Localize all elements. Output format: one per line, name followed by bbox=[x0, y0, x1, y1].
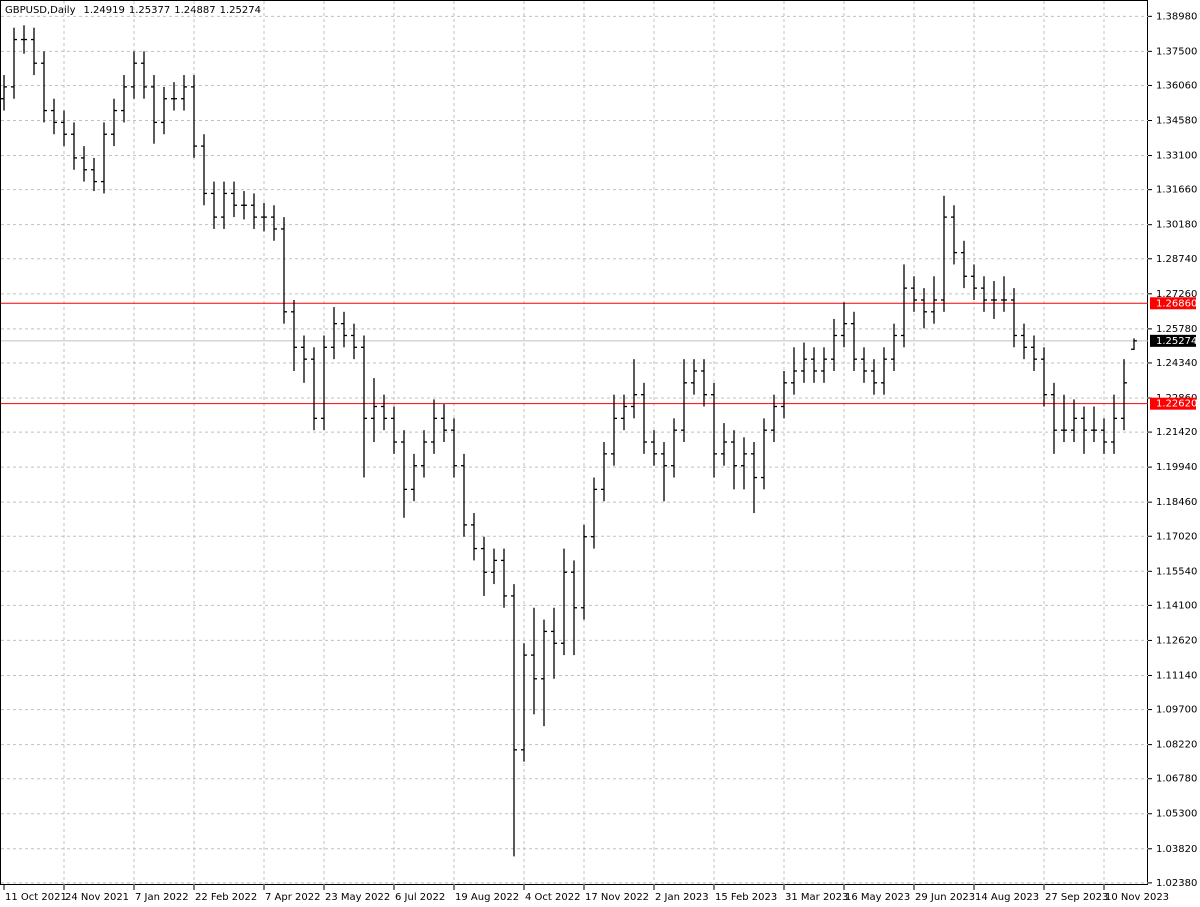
y-tick-label: 1.34580 bbox=[1156, 116, 1197, 127]
y-tick-label: 1.06780 bbox=[1156, 774, 1197, 785]
x-tick-label: 29 Jun 2023 bbox=[915, 892, 975, 903]
x-tick-label: 4 Oct 2022 bbox=[525, 892, 580, 903]
y-tick-label: 1.24340 bbox=[1156, 358, 1197, 369]
x-tick-label: 17 Nov 2022 bbox=[585, 892, 649, 903]
chart-title: GBPUSD,Daily bbox=[5, 5, 76, 16]
x-tick-label: 15 Feb 2023 bbox=[715, 892, 777, 903]
x-tick-label: 14 Aug 2023 bbox=[975, 892, 1039, 903]
x-tick-label: 10 Nov 2023 bbox=[1105, 892, 1169, 903]
x-tick-label: 7 Apr 2022 bbox=[265, 892, 320, 903]
y-tick-label: 1.05300 bbox=[1156, 809, 1197, 820]
last-price-label: 1.25274 bbox=[1156, 336, 1197, 347]
plot-frame bbox=[0, 0, 1148, 885]
x-tick-label: 27 Sep 2023 bbox=[1045, 892, 1108, 903]
y-tick-label: 1.03820 bbox=[1156, 844, 1197, 855]
chart-header: GBPUSD,Daily 1.24919 1.25377 1.24887 1.25274 bbox=[5, 5, 261, 16]
last-open: 1.24919 bbox=[84, 5, 125, 16]
x-tick-label: 19 Aug 2022 bbox=[455, 892, 519, 903]
y-tick-label: 1.18460 bbox=[1156, 497, 1197, 508]
y-tick-label: 1.02380 bbox=[1156, 878, 1197, 889]
y-tick-label: 1.27260 bbox=[1156, 289, 1197, 300]
y-tick-label: 1.17020 bbox=[1156, 531, 1197, 542]
level-label: 1.26860 bbox=[1156, 298, 1197, 309]
level-label-box bbox=[1150, 297, 1196, 310]
last-price-box bbox=[1150, 334, 1196, 347]
y-tick-label: 1.12620 bbox=[1156, 635, 1197, 646]
last-high: 1.25377 bbox=[129, 5, 170, 16]
y-tick-label: 1.38980 bbox=[1156, 11, 1197, 22]
level-label-box bbox=[1150, 397, 1196, 410]
y-tick-label: 1.21420 bbox=[1156, 427, 1197, 438]
y-tick-label: 1.08220 bbox=[1156, 740, 1197, 751]
y-tick-label: 1.28740 bbox=[1156, 254, 1197, 265]
level-label: 1.22620 bbox=[1156, 399, 1197, 410]
x-tick-label: 6 Jul 2022 bbox=[395, 892, 445, 903]
y-tick-label: 1.15540 bbox=[1156, 566, 1197, 577]
x-tick-label: 16 May 2023 bbox=[845, 892, 910, 903]
x-tick-label: 22 Feb 2022 bbox=[195, 892, 257, 903]
y-tick-label: 1.11140 bbox=[1156, 670, 1197, 681]
y-tick-label: 1.33100 bbox=[1156, 151, 1197, 162]
y-tick-label: 1.09700 bbox=[1156, 705, 1197, 716]
y-tick-label: 1.25780 bbox=[1156, 324, 1197, 335]
x-tick-label: 31 Mar 2023 bbox=[785, 892, 848, 903]
y-tick-label: 1.19940 bbox=[1156, 462, 1197, 473]
y-tick-label: 1.30180 bbox=[1156, 220, 1197, 231]
x-tick-label: 2 Jan 2023 bbox=[655, 892, 709, 903]
last-low: 1.24887 bbox=[174, 5, 215, 16]
x-tick-label: 11 Oct 2021 bbox=[5, 892, 67, 903]
y-tick-label: 1.14100 bbox=[1156, 600, 1197, 611]
last-close: 1.25274 bbox=[220, 5, 261, 16]
y-tick-label: 1.36060 bbox=[1156, 80, 1197, 91]
x-tick-label: 24 Nov 2021 bbox=[65, 892, 129, 903]
y-tick-label: 1.37500 bbox=[1156, 46, 1197, 57]
y-tick-label: 1.31660 bbox=[1156, 185, 1197, 196]
x-tick-label: 7 Jan 2022 bbox=[135, 892, 189, 903]
x-tick-label: 23 May 2022 bbox=[325, 892, 390, 903]
